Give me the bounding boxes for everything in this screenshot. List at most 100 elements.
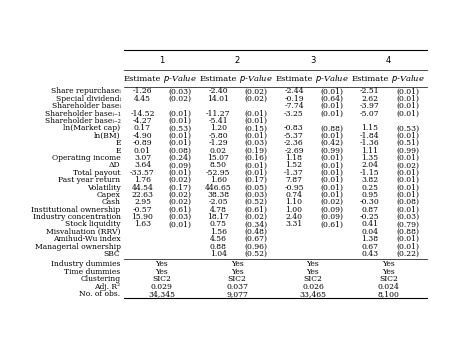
Text: (0.61): (0.61) bbox=[169, 206, 192, 214]
Text: 1.60: 1.60 bbox=[210, 176, 227, 184]
Text: (0.01): (0.01) bbox=[396, 110, 419, 118]
Text: (0.17): (0.17) bbox=[245, 176, 268, 184]
Text: 15.90: 15.90 bbox=[132, 213, 154, 221]
Text: 34,345: 34,345 bbox=[148, 290, 175, 298]
Text: (0.01): (0.01) bbox=[396, 102, 419, 110]
Text: Yes: Yes bbox=[307, 260, 319, 268]
Text: (0.01): (0.01) bbox=[396, 95, 419, 103]
Text: 1.35: 1.35 bbox=[361, 154, 378, 162]
Text: 0.75: 0.75 bbox=[210, 221, 227, 229]
Text: SIC2: SIC2 bbox=[152, 275, 171, 283]
Text: (0.03): (0.03) bbox=[169, 88, 192, 96]
Text: -0.19: -0.19 bbox=[284, 95, 304, 103]
Text: Cash: Cash bbox=[101, 198, 120, 206]
Text: Misvaluation (RRV): Misvaluation (RRV) bbox=[46, 228, 120, 236]
Text: -4.27: -4.27 bbox=[133, 117, 152, 125]
Text: 0.04: 0.04 bbox=[361, 228, 378, 236]
Text: (0.01): (0.01) bbox=[245, 110, 268, 118]
Text: (0.01): (0.01) bbox=[245, 132, 268, 140]
Text: -0.30: -0.30 bbox=[360, 198, 380, 206]
Text: -0.25: -0.25 bbox=[360, 213, 380, 221]
Text: -3.97: -3.97 bbox=[360, 102, 380, 110]
Text: Shareholder baseᵢ: Shareholder baseᵢ bbox=[52, 102, 120, 110]
Text: (0.02): (0.02) bbox=[169, 176, 192, 184]
Text: $p$-Value: $p$-Value bbox=[239, 73, 273, 84]
Text: -2.05: -2.05 bbox=[209, 198, 228, 206]
Text: Stock liquidity: Stock liquidity bbox=[65, 221, 120, 229]
Text: 446.65: 446.65 bbox=[205, 184, 232, 192]
Text: (0.01): (0.01) bbox=[169, 169, 192, 177]
Text: (0.01): (0.01) bbox=[169, 110, 192, 118]
Text: (0.03): (0.03) bbox=[169, 213, 192, 221]
Text: (0.52): (0.52) bbox=[245, 198, 268, 206]
Text: Past year return: Past year return bbox=[58, 176, 120, 184]
Text: (0.01): (0.01) bbox=[396, 206, 419, 214]
Text: (0.01): (0.01) bbox=[396, 235, 419, 243]
Text: 1.20: 1.20 bbox=[210, 124, 227, 132]
Text: 1.15: 1.15 bbox=[361, 124, 378, 132]
Text: ln(Market cap): ln(Market cap) bbox=[64, 124, 120, 132]
Text: $p$-Value: $p$-Value bbox=[391, 73, 425, 84]
Text: 2: 2 bbox=[235, 55, 240, 65]
Text: (0.01): (0.01) bbox=[396, 169, 419, 177]
Text: (0.34): (0.34) bbox=[245, 221, 268, 229]
Text: (0.01): (0.01) bbox=[169, 221, 192, 229]
Text: 4.78: 4.78 bbox=[210, 206, 227, 214]
Text: (0.01): (0.01) bbox=[320, 191, 343, 199]
Text: SIC2: SIC2 bbox=[379, 275, 398, 283]
Text: -5.07: -5.07 bbox=[360, 110, 380, 118]
Text: 4.56: 4.56 bbox=[210, 235, 227, 243]
Text: Adj. R²: Adj. R² bbox=[94, 283, 120, 291]
Text: Estimate: Estimate bbox=[351, 75, 389, 83]
Text: Estimate: Estimate bbox=[124, 75, 161, 83]
Text: (0.01): (0.01) bbox=[396, 184, 419, 192]
Text: Yes: Yes bbox=[155, 260, 168, 268]
Text: -1.37: -1.37 bbox=[284, 169, 304, 177]
Text: -1.36: -1.36 bbox=[360, 139, 380, 147]
Text: 1.76: 1.76 bbox=[134, 176, 151, 184]
Text: Yes: Yes bbox=[383, 268, 395, 276]
Text: 14.01: 14.01 bbox=[207, 95, 229, 103]
Text: 1.10: 1.10 bbox=[285, 198, 302, 206]
Text: (0.01): (0.01) bbox=[396, 132, 419, 140]
Text: Operating income: Operating income bbox=[52, 154, 120, 162]
Text: Yes: Yes bbox=[307, 268, 319, 276]
Text: 0.037: 0.037 bbox=[226, 283, 248, 291]
Text: 1.38: 1.38 bbox=[361, 235, 378, 243]
Text: (0.02): (0.02) bbox=[169, 198, 192, 206]
Text: -11.27: -11.27 bbox=[206, 110, 230, 118]
Text: -2.44: -2.44 bbox=[284, 88, 304, 96]
Text: (0.01): (0.01) bbox=[396, 191, 419, 199]
Text: (0.01): (0.01) bbox=[320, 169, 343, 177]
Text: 0.74: 0.74 bbox=[285, 191, 302, 199]
Text: 1.11: 1.11 bbox=[361, 147, 378, 155]
Text: SIC2: SIC2 bbox=[303, 275, 322, 283]
Text: (0.51): (0.51) bbox=[396, 139, 419, 147]
Text: (0.01): (0.01) bbox=[320, 154, 343, 162]
Text: (0.17): (0.17) bbox=[169, 184, 192, 192]
Text: 1.56: 1.56 bbox=[210, 228, 227, 236]
Text: -2.51: -2.51 bbox=[360, 88, 380, 96]
Text: 0.024: 0.024 bbox=[378, 283, 400, 291]
Text: Estimate: Estimate bbox=[200, 75, 237, 83]
Text: ln(BM): ln(BM) bbox=[94, 132, 120, 140]
Text: (0.42): (0.42) bbox=[320, 139, 343, 147]
Text: (0.09): (0.09) bbox=[169, 161, 192, 169]
Text: Industry dummies: Industry dummies bbox=[51, 260, 120, 268]
Text: (0.02): (0.02) bbox=[169, 191, 192, 199]
Text: $p$-Value: $p$-Value bbox=[164, 73, 197, 84]
Text: Special dividendᵢ: Special dividendᵢ bbox=[55, 95, 120, 103]
Text: -0.89: -0.89 bbox=[133, 139, 152, 147]
Text: Yes: Yes bbox=[231, 260, 244, 268]
Text: -5.37: -5.37 bbox=[284, 132, 304, 140]
Text: 0.01: 0.01 bbox=[134, 147, 151, 155]
Text: Amihud-Wu index: Amihud-Wu index bbox=[53, 235, 120, 243]
Text: -14.52: -14.52 bbox=[130, 110, 155, 118]
Text: 2.62: 2.62 bbox=[361, 95, 378, 103]
Text: (0.99): (0.99) bbox=[320, 147, 343, 155]
Text: -3.25: -3.25 bbox=[284, 110, 304, 118]
Text: -1.84: -1.84 bbox=[360, 132, 380, 140]
Text: (0.02): (0.02) bbox=[245, 213, 268, 221]
Text: 0.95: 0.95 bbox=[361, 191, 378, 199]
Text: -5.41: -5.41 bbox=[209, 117, 228, 125]
